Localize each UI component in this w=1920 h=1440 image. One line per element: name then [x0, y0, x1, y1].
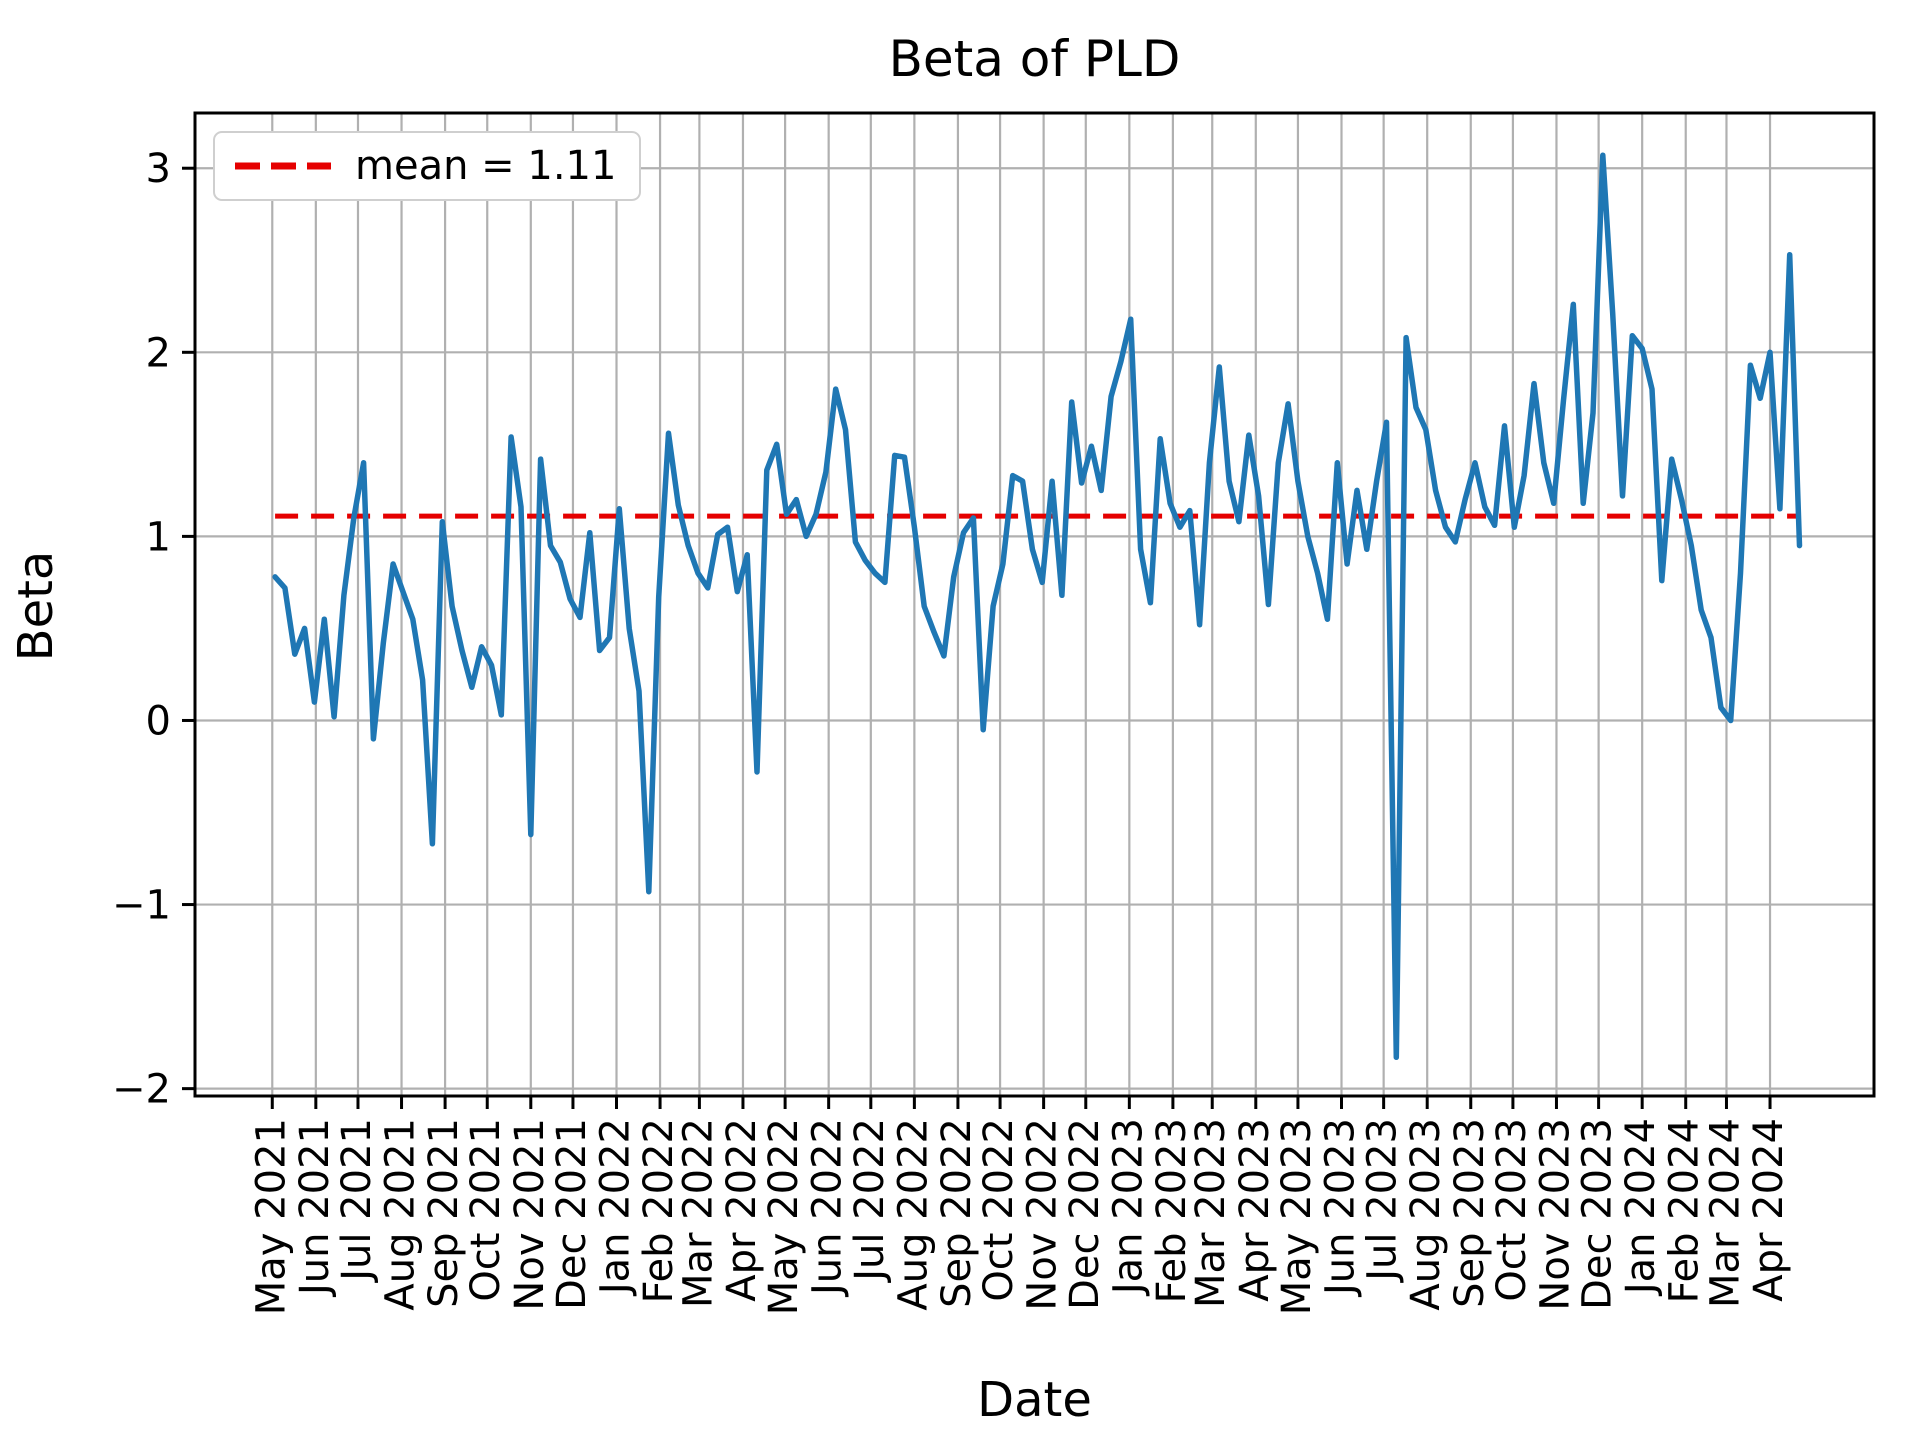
- x-axis-label: Date: [977, 1372, 1092, 1428]
- y-tick-label: 3: [146, 146, 171, 192]
- legend-dash-icon: [235, 162, 331, 170]
- x-tick-label: Nov 2021: [507, 1118, 553, 1311]
- x-tick-label: Oct 2022: [976, 1118, 1022, 1302]
- y-axis-label: Beta: [8, 550, 64, 662]
- x-tick-label: Oct 2021: [463, 1118, 509, 1302]
- legend-label: mean = 1.11: [355, 143, 617, 189]
- x-tick-label: Jan 2024: [1618, 1118, 1664, 1297]
- axes-spines: [193, 111, 1876, 1098]
- x-tick-label: Sep 2023: [1447, 1118, 1493, 1308]
- x-tick-label: Dec 2021: [549, 1118, 595, 1310]
- x-tick-label: May 2021: [248, 1118, 294, 1315]
- x-tick-label: Aug 2023: [1403, 1118, 1449, 1311]
- x-tick-label: Jan 2023: [1105, 1118, 1151, 1297]
- y-tick-label: −1: [112, 883, 171, 929]
- x-tick-label: Feb 2023: [1149, 1118, 1195, 1303]
- x-tick-label: Feb 2024: [1662, 1118, 1708, 1303]
- x-tick-label: Jul 2022: [847, 1118, 893, 1284]
- gridlines: [195, 113, 1874, 1096]
- x-tick-label: Jun 2021: [292, 1118, 338, 1298]
- x-tick-label: Jul 2021: [334, 1118, 380, 1284]
- x-tick-label: Aug 2022: [890, 1118, 936, 1311]
- x-tick-label: Oct 2023: [1489, 1118, 1535, 1302]
- x-tick-label: Aug 2021: [378, 1118, 424, 1311]
- x-tick-label: Sep 2021: [421, 1118, 467, 1308]
- y-tick-label: −2: [112, 1067, 171, 1113]
- tick-marks: [182, 166, 1772, 1109]
- x-tick-label: Mar 2022: [675, 1118, 721, 1308]
- x-tick-label: Mar 2023: [1188, 1118, 1234, 1308]
- x-tick-label: Nov 2022: [1020, 1118, 1066, 1311]
- y-tick-label: 0: [146, 698, 171, 744]
- x-tick-label: Feb 2022: [636, 1118, 682, 1303]
- y-tick-labels: −2 −1 0 1 2 3: [112, 146, 171, 1112]
- x-tick-label: May 2022: [761, 1118, 807, 1315]
- x-tick-label: Nov 2023: [1532, 1118, 1578, 1311]
- chart-title: Beta of PLD: [888, 30, 1181, 88]
- x-tick-label: Sep 2022: [934, 1118, 980, 1308]
- legend: mean = 1.11: [213, 131, 641, 201]
- y-tick-label: 1: [146, 514, 171, 560]
- x-tick-label: Jun 2023: [1317, 1118, 1363, 1298]
- x-tick-label: Jul 2023: [1360, 1118, 1406, 1284]
- x-tick-label: Jan 2022: [593, 1118, 639, 1297]
- y-tick-label: 2: [146, 330, 171, 376]
- x-tick-label: Mar 2024: [1702, 1118, 1748, 1308]
- x-tick-label: Dec 2022: [1062, 1118, 1108, 1310]
- x-tick-label: Jun 2022: [805, 1118, 851, 1298]
- x-tick-label: Apr 2022: [719, 1118, 765, 1302]
- x-tick-label: May 2023: [1274, 1118, 1320, 1315]
- beta-line: [272, 152, 1803, 1061]
- x-tick-label: Apr 2024: [1746, 1118, 1792, 1302]
- x-tick-label: Dec 2023: [1575, 1118, 1621, 1310]
- x-tick-label: Apr 2023: [1232, 1118, 1278, 1302]
